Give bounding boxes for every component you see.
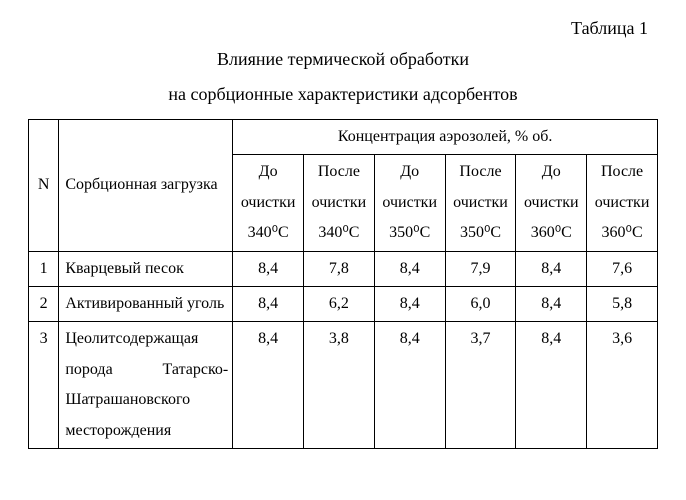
table-row: 2Активированный уголь8,46,28,46,08,45,8 — [29, 286, 658, 321]
row-number: 1 — [29, 251, 59, 286]
cell-value: 8,4 — [374, 251, 445, 286]
col-subheader-4: До очистки 360⁰C — [516, 155, 587, 251]
col-subheader-3: После очистки 350⁰C — [445, 155, 516, 251]
subheader-l3: 340⁰C — [318, 224, 359, 241]
subheader-l1: После — [601, 163, 643, 180]
subheader-l1: После — [459, 163, 501, 180]
adsorbent-table: N Сорбционная загрузка Концентрация аэро… — [28, 119, 658, 449]
cell-value: 8,4 — [516, 286, 587, 321]
cell-value: 3,6 — [587, 322, 658, 449]
subheader-l3: 350⁰C — [389, 224, 430, 241]
subheader-l2: очистки — [453, 194, 508, 211]
row-material: Цеолитсодержащаяпорода Татарско-Шатрашан… — [59, 322, 233, 449]
cell-value: 8,4 — [516, 322, 587, 449]
cell-value: 8,4 — [233, 286, 304, 321]
cell-value: 6,0 — [445, 286, 516, 321]
col-subheader-1: После очистки 340⁰C — [304, 155, 375, 251]
subheader-l1: До — [400, 163, 419, 180]
cell-value: 7,6 — [587, 251, 658, 286]
row-number: 2 — [29, 286, 59, 321]
col-subheader-5: После очистки 360⁰C — [587, 155, 658, 251]
table-body: 1Кварцевый песок8,47,88,47,98,47,62Актив… — [29, 251, 658, 448]
cell-value: 6,2 — [304, 286, 375, 321]
row-material: Кварцевый песок — [59, 251, 233, 286]
subheader-l2: очистки — [524, 194, 579, 211]
cell-value: 7,8 — [304, 251, 375, 286]
title-line-1: Влияние термической обработки — [28, 49, 658, 70]
subheader-l3: 340⁰C — [248, 224, 289, 241]
row-material: Активированный уголь — [59, 286, 233, 321]
table-row: 1Кварцевый песок8,47,88,47,98,47,6 — [29, 251, 658, 286]
subheader-l1: После — [318, 163, 360, 180]
subheader-l1: До — [542, 163, 561, 180]
col-subheader-0: До очистки 340⁰C — [233, 155, 304, 251]
subheader-l2: очистки — [312, 194, 367, 211]
subheader-l1: До — [259, 163, 278, 180]
subheader-l3: 350⁰C — [460, 224, 501, 241]
cell-value: 3,8 — [304, 322, 375, 449]
row-number: 3 — [29, 322, 59, 449]
subheader-l2: очистки — [382, 194, 437, 211]
subheader-l2: очистки — [595, 194, 650, 211]
table-label: Таблица 1 — [28, 18, 648, 39]
cell-value: 8,4 — [233, 322, 304, 449]
table-row: 3Цеолитсодержащаяпорода Татарско-Шатраша… — [29, 322, 658, 449]
cell-value: 7,9 — [445, 251, 516, 286]
col-header-n: N — [29, 120, 59, 252]
cell-value: 8,4 — [374, 322, 445, 449]
cell-value: 8,4 — [516, 251, 587, 286]
col-header-material: Сорбционная загрузка — [59, 120, 233, 252]
col-header-group: Концентрация аэрозолей, % об. — [233, 120, 658, 155]
cell-value: 8,4 — [374, 286, 445, 321]
subheader-l3: 360⁰C — [531, 224, 572, 241]
cell-value: 3,7 — [445, 322, 516, 449]
col-subheader-2: До очистки 350⁰C — [374, 155, 445, 251]
cell-value: 5,8 — [587, 286, 658, 321]
title-line-2: на сорбционные характеристики адсорбенто… — [28, 84, 658, 105]
cell-value: 8,4 — [233, 251, 304, 286]
subheader-l2: очистки — [241, 194, 296, 211]
subheader-l3: 360⁰C — [602, 224, 643, 241]
